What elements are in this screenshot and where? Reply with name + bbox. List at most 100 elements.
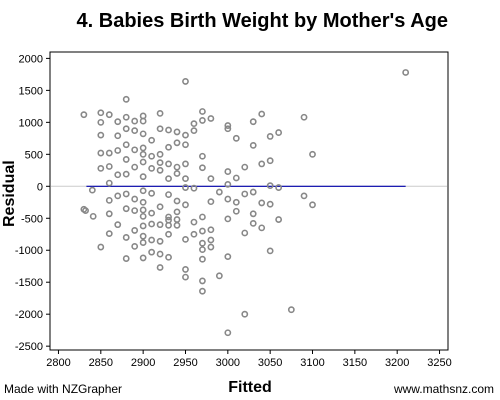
data-point	[114, 221, 122, 229]
data-point	[156, 221, 164, 229]
data-point	[224, 180, 232, 188]
data-point	[165, 253, 172, 261]
data-point	[266, 182, 274, 190]
data-point	[139, 198, 147, 206]
y-tick-label: 1500	[19, 85, 43, 97]
y-tick-label: -2500	[15, 341, 43, 353]
data-point	[249, 141, 257, 149]
data-point	[122, 170, 130, 178]
data-point	[249, 219, 257, 227]
y-axis-label: Residual	[1, 160, 18, 227]
data-point	[165, 230, 172, 238]
data-point	[97, 131, 105, 139]
footer-credit: Made with NZGrapher	[4, 382, 123, 396]
x-tick-label: 3050	[258, 357, 282, 369]
data-point	[199, 277, 206, 285]
data-point	[139, 173, 147, 181]
data-point	[207, 198, 215, 206]
data-point	[215, 272, 223, 280]
data-point	[88, 186, 96, 194]
data-point	[156, 109, 164, 117]
y-tick-label: 2000	[19, 53, 43, 65]
footer-url: www.mathsnz.com	[393, 382, 494, 396]
data-point	[97, 118, 105, 126]
y-tick-label: 1000	[19, 117, 43, 129]
data-point	[275, 216, 283, 223]
data-point	[122, 95, 130, 103]
data-point	[131, 117, 139, 125]
x-tick-label: 2900	[131, 357, 155, 369]
x-tick-label: 3200	[385, 357, 409, 369]
data-point	[139, 232, 147, 240]
data-point	[165, 221, 172, 229]
plot-area	[49, 51, 449, 351]
data-point	[266, 200, 274, 208]
data-point	[300, 192, 308, 200]
data-point	[173, 163, 181, 171]
data-point	[139, 222, 147, 230]
data-point	[224, 195, 232, 203]
data-point	[199, 246, 206, 254]
x-tick-label: 3250	[427, 357, 451, 369]
data-point	[105, 230, 113, 238]
data-point	[182, 201, 189, 209]
data-point	[148, 209, 156, 217]
data-point	[182, 175, 189, 183]
data-point	[173, 208, 181, 216]
data-point	[258, 199, 266, 207]
data-point	[258, 224, 266, 232]
data-point	[207, 243, 215, 251]
data-point	[122, 113, 130, 121]
y-tick-label: -1500	[15, 277, 43, 289]
data-point	[80, 111, 88, 119]
data-point	[105, 196, 113, 204]
data-point	[266, 133, 274, 140]
data-point	[131, 163, 139, 171]
data-point	[156, 264, 164, 271]
data-point	[139, 187, 147, 195]
data-point	[182, 266, 189, 273]
data-point	[114, 171, 122, 179]
data-point	[122, 125, 130, 133]
data-point	[148, 152, 156, 160]
data-point	[105, 149, 113, 157]
data-point	[122, 190, 130, 198]
data-point	[148, 164, 156, 172]
data-point	[190, 230, 198, 238]
data-point	[139, 117, 147, 125]
data-point	[258, 110, 266, 118]
data-point	[131, 207, 139, 214]
data-point	[165, 213, 172, 221]
data-point	[224, 122, 232, 129]
x-tick-label: 3100	[300, 357, 324, 369]
data-point	[182, 141, 189, 149]
data-point	[122, 205, 130, 213]
data-point	[232, 134, 240, 142]
data-point	[105, 111, 113, 119]
data-point	[114, 147, 122, 154]
data-point	[199, 227, 206, 235]
y-tick-label: 0	[37, 181, 43, 193]
data-point	[105, 179, 113, 187]
data-point	[207, 226, 215, 234]
x-tick-label: 2850	[89, 357, 113, 369]
data-point	[139, 150, 147, 158]
data-point	[266, 157, 274, 165]
data-point	[241, 163, 249, 171]
x-tick-label: 3150	[343, 357, 367, 369]
data-point	[165, 126, 172, 134]
data-point	[114, 132, 122, 140]
data-point	[199, 255, 206, 263]
data-point	[165, 191, 172, 199]
y-tick-label: -1000	[15, 245, 43, 257]
data-point	[156, 159, 164, 167]
data-point	[190, 184, 198, 192]
data-point	[287, 306, 295, 314]
data-point	[232, 207, 240, 215]
y-tick-label: -500	[21, 213, 43, 225]
data-point	[190, 127, 198, 135]
data-point	[182, 235, 189, 243]
data-point	[300, 113, 308, 121]
data-point	[131, 227, 139, 234]
